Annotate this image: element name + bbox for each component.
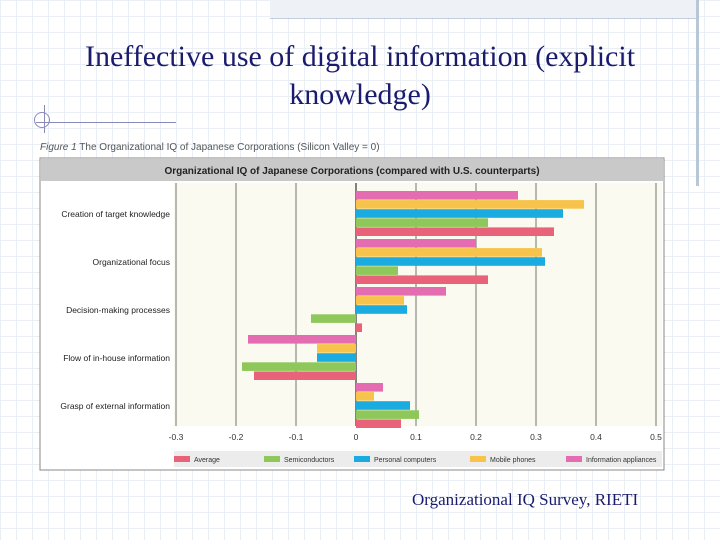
legend-swatch (354, 456, 370, 462)
category-label: Creation of target knowledge (61, 209, 170, 219)
figure-caption: Figure 1 The Organizational IQ of Japane… (40, 142, 380, 153)
legend-swatch (174, 456, 190, 462)
category-labels: Creation of target knowledge Organization… (60, 209, 170, 411)
bar (356, 323, 362, 332)
category-label: Grasp of external information (60, 401, 170, 411)
category-label: Flow of in-house information (63, 353, 170, 363)
bars (242, 191, 584, 428)
bar (356, 218, 488, 227)
bar (356, 383, 383, 392)
x-tick-label: 0.3 (530, 432, 542, 442)
x-tick-labels: -0.3 -0.2 -0.1 0 0.1 0.2 0.3 0.4 0.5 (169, 432, 663, 442)
legend-swatch (566, 456, 582, 462)
x-tick-label: 0.5 (650, 432, 662, 442)
bar (317, 344, 356, 353)
bar (356, 275, 488, 284)
bar (356, 209, 563, 218)
slide-decoration-right (696, 0, 699, 186)
x-tick-label: -0.3 (169, 432, 184, 442)
bar (356, 191, 518, 200)
legend-label: Average (194, 457, 220, 464)
source-note: Organizational IQ Survey, RIETI (412, 490, 639, 509)
bar (254, 371, 356, 380)
x-tick-label: 0.1 (410, 432, 422, 442)
chart-title-bar (41, 159, 663, 181)
bar (356, 287, 446, 296)
bar (356, 401, 410, 410)
bar (356, 410, 419, 419)
legend-label: Information appliances (586, 457, 657, 464)
title-decoration-line (36, 122, 176, 123)
bar (356, 305, 407, 314)
x-tick-label: -0.1 (289, 432, 304, 442)
figure-caption-text: The Organizational IQ of Japanese Corpor… (79, 142, 380, 153)
bar (242, 362, 356, 371)
category-label: Decision-making processes (66, 305, 170, 315)
category-label: Organizational focus (93, 257, 171, 267)
legend-label: Personal computers (374, 457, 437, 464)
slide-decoration-top (270, 0, 698, 19)
bar (356, 296, 404, 305)
figure-label: Figure 1 (40, 142, 77, 153)
bar (356, 239, 476, 248)
bar (356, 227, 554, 236)
bar (356, 392, 374, 401)
bar (356, 257, 545, 266)
x-tick-label: 0 (354, 432, 359, 442)
legend-swatch (264, 456, 280, 462)
x-tick-label: 0.4 (590, 432, 602, 442)
legend-area (174, 451, 662, 467)
legend-swatch (470, 456, 486, 462)
legend: Average Semiconductors Personal computers M… (174, 456, 657, 464)
bar (356, 266, 398, 275)
legend-label: Mobile phones (490, 457, 536, 464)
x-tick-label: -0.2 (229, 432, 244, 442)
title-decoration-circle (34, 112, 50, 128)
x-tick-label: 0.2 (470, 432, 482, 442)
bar (356, 248, 542, 257)
bar (356, 419, 401, 428)
bar (356, 200, 584, 209)
bar (248, 335, 356, 344)
legend-label: Semiconductors (284, 457, 335, 464)
bar (311, 314, 356, 323)
slide-title: Ineffective use of digital information (… (84, 40, 636, 111)
bar (317, 353, 356, 362)
chart-title: Organizational IQ of Japanese Corporatio… (164, 166, 539, 177)
